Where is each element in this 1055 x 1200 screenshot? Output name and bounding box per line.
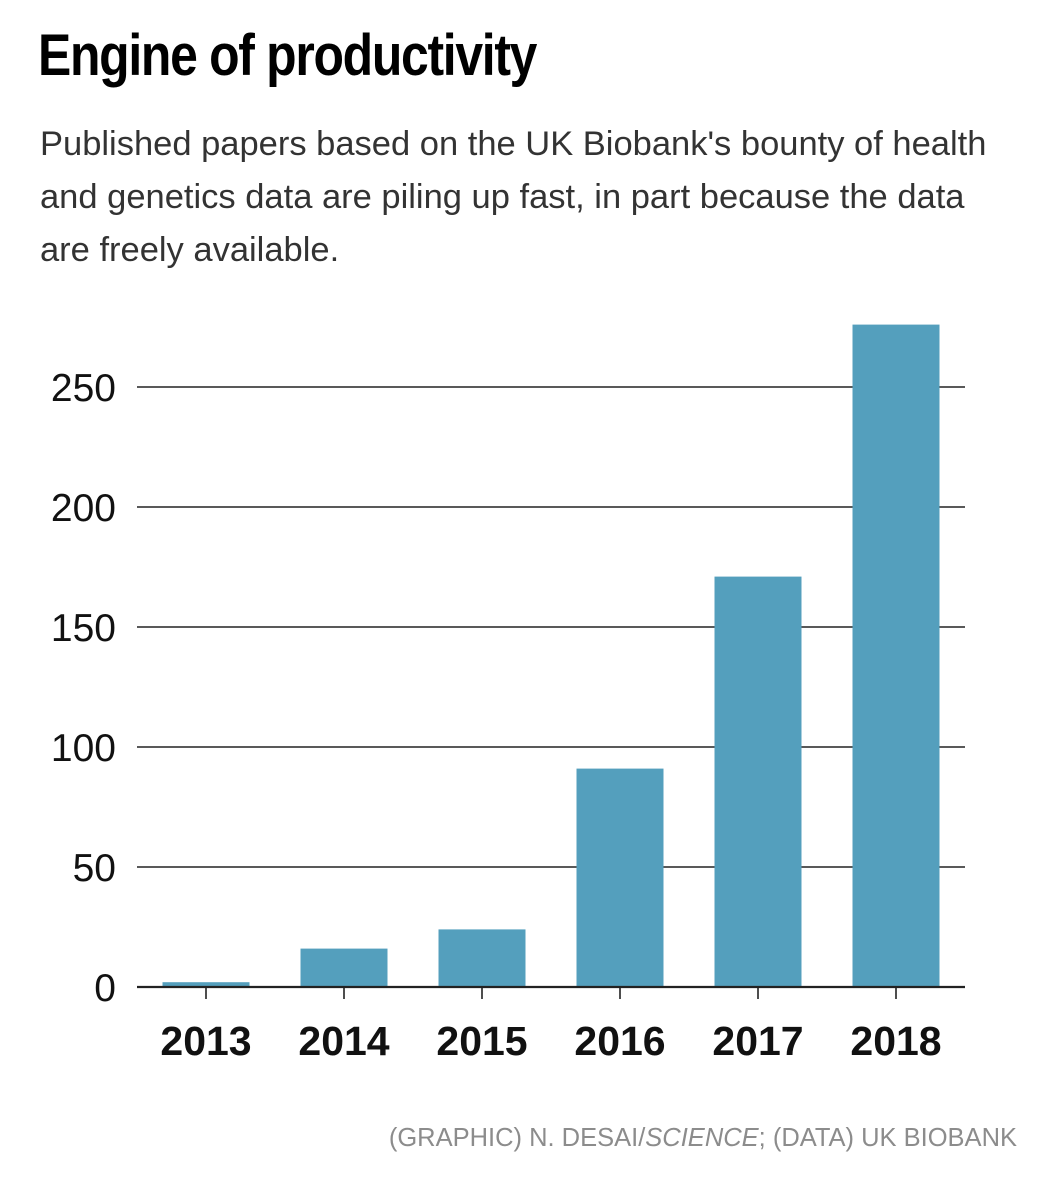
bar-2015 [438, 929, 526, 987]
bar-chart: 0 50 100 150 200 250 2013 2014 2015 2016 2017 2018 [51, 324, 965, 1064]
x-tick-label-2015: 2015 [436, 1018, 527, 1064]
chart-title: Engine of productivity [38, 23, 537, 88]
x-tick-label-2013: 2013 [160, 1018, 251, 1064]
bar-2016 [576, 768, 664, 987]
graphic-credit: (GRAPHIC) N. DESAI/ [388, 1124, 646, 1152]
source-credit: (GRAPHIC) N. DESAI/SCIENCE; (DATA) UK BI… [389, 1124, 1017, 1153]
x-tick-label-2016: 2016 [574, 1018, 665, 1064]
bars [162, 324, 940, 988]
y-tick-label-150: 150 [51, 607, 116, 650]
bar-2017 [714, 576, 802, 987]
publication-name: SCIENCE [645, 1124, 759, 1152]
bar-2014 [300, 948, 388, 987]
y-tick-label-50: 50 [73, 847, 116, 890]
y-tick-label-200: 200 [51, 487, 116, 530]
x-tick-label-2018: 2018 [850, 1018, 941, 1064]
x-tick-label-2014: 2014 [298, 1018, 389, 1064]
y-tick-label-0: 0 [94, 967, 116, 1010]
gridlines [137, 386, 965, 868]
y-tick-label-250: 250 [51, 367, 116, 410]
x-tick-label-2017: 2017 [712, 1018, 803, 1064]
x-tick-labels: 2013 2014 2015 2016 2017 2018 [160, 1018, 941, 1064]
y-tick-labels: 0 50 100 150 200 250 [51, 367, 116, 1010]
data-credit: ; (DATA) UK BIOBANK [758, 1124, 1017, 1152]
chart-subtitle: Published papers based on the UK Biobank… [40, 125, 987, 269]
x-axis [137, 985, 965, 999]
bar-2013 [162, 982, 250, 987]
bar-2018 [852, 324, 940, 988]
y-tick-label-100: 100 [51, 727, 116, 770]
